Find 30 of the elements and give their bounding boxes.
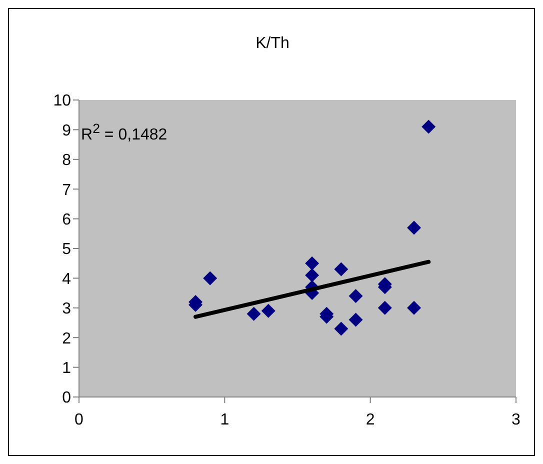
y-tick-label: 7 — [62, 182, 72, 199]
y-tick-label: 8 — [62, 152, 72, 170]
point — [246, 306, 261, 321]
y-tick-label: 5 — [62, 241, 72, 258]
point — [422, 120, 436, 134]
x-tick-label: 2 — [366, 411, 375, 428]
point — [334, 262, 348, 276]
point — [305, 268, 320, 282]
y-tick-label: 1 — [62, 360, 72, 377]
x-tick-label: 3 — [512, 411, 521, 428]
y-tick-label: 6 — [62, 211, 72, 228]
y-tick-label: 0 — [62, 390, 72, 407]
y-tick-label: 4 — [62, 270, 72, 288]
point — [348, 312, 363, 327]
point — [407, 300, 422, 315]
x-tick-label: 0 — [74, 411, 84, 428]
x-tick-label: 1 — [220, 411, 230, 428]
annotation: R$^{2}$ = 0,1482 — [81, 121, 168, 144]
chart-title: K/Th — [254, 35, 290, 53]
point — [348, 289, 363, 304]
point — [407, 220, 422, 235]
y-tick-label: 3 — [62, 300, 72, 318]
point — [334, 322, 348, 336]
point — [261, 304, 276, 318]
y-tick-label: 2 — [62, 330, 72, 348]
y-tick-label: 10 — [53, 92, 72, 110]
point — [378, 300, 392, 315]
point — [203, 271, 218, 286]
y-tick-label: 9 — [62, 122, 72, 140]
point — [305, 256, 320, 270]
